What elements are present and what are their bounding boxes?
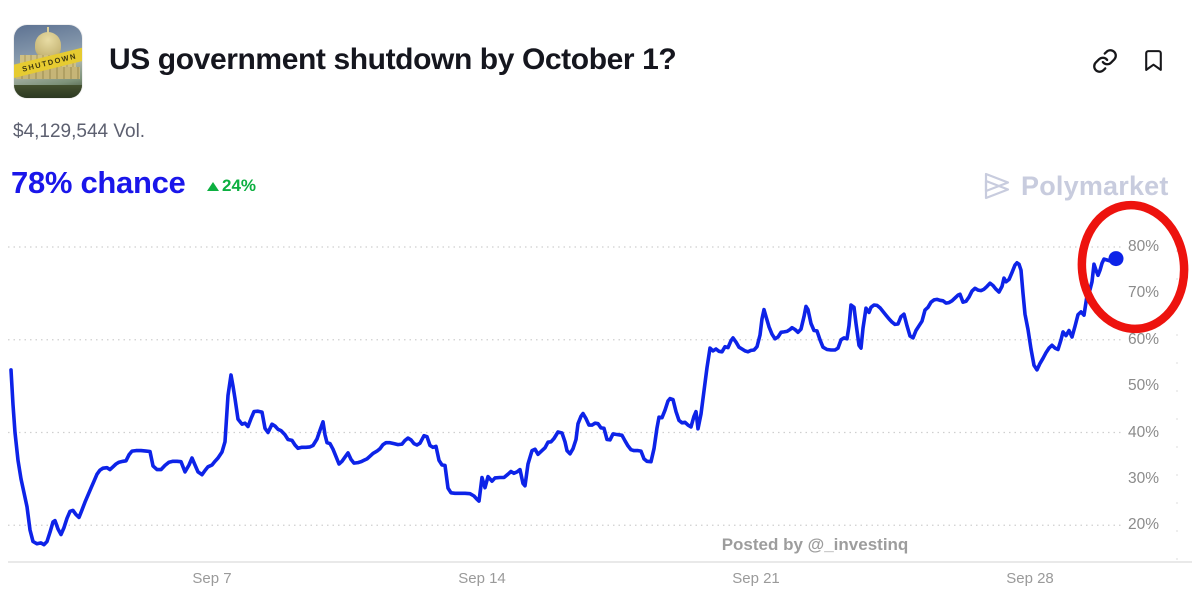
x-tick-sep-21: Sep 21	[732, 570, 780, 587]
chance-value: 78% chance	[11, 165, 186, 200]
y-tick-20: 20%	[1128, 516, 1160, 534]
market-thumbnail-capitol: SHUTDOWN	[14, 25, 82, 98]
polymarket-wordmark: Polymarket	[1021, 170, 1169, 201]
polymarket-watermark: Polymarket	[981, 170, 1169, 202]
y-tick-60: 60%	[1128, 330, 1160, 348]
y-tick-40: 40%	[1128, 423, 1160, 441]
y-tick-80: 80%	[1128, 238, 1160, 255]
chance-delta: 24%	[207, 176, 256, 196]
capitol-spire	[47, 27, 49, 35]
red-circle-annotation	[1077, 200, 1189, 334]
y-tick-30: 30%	[1128, 469, 1160, 487]
price-line-yes	[9, 256, 1118, 547]
volume-label: $4,129,544 Vol.	[13, 121, 146, 142]
bookmark-icon	[1144, 49, 1162, 71]
x-tick-sep-28: Sep 28	[1006, 570, 1054, 587]
link-icon	[1093, 49, 1117, 73]
latest-point-dot	[1108, 251, 1124, 267]
posted-by-credit: Posted by @_investinq	[721, 535, 909, 554]
y-tick-70: 70%	[1128, 284, 1160, 302]
x-tick-sep-14: Sep 14	[458, 570, 506, 587]
up-arrow-icon	[207, 181, 219, 191]
polymarket-logo-icon	[984, 172, 1010, 200]
capitol-lawn	[14, 85, 82, 98]
y-tick-50: 50%	[1128, 377, 1160, 395]
bookmark-button[interactable]	[1138, 45, 1168, 75]
page-title: US government shutdown by October 1?	[109, 43, 677, 76]
copy-link-button[interactable]	[1090, 46, 1120, 76]
delta-value: 24%	[222, 176, 257, 195]
x-tick-sep-7: Sep 7	[192, 570, 232, 587]
